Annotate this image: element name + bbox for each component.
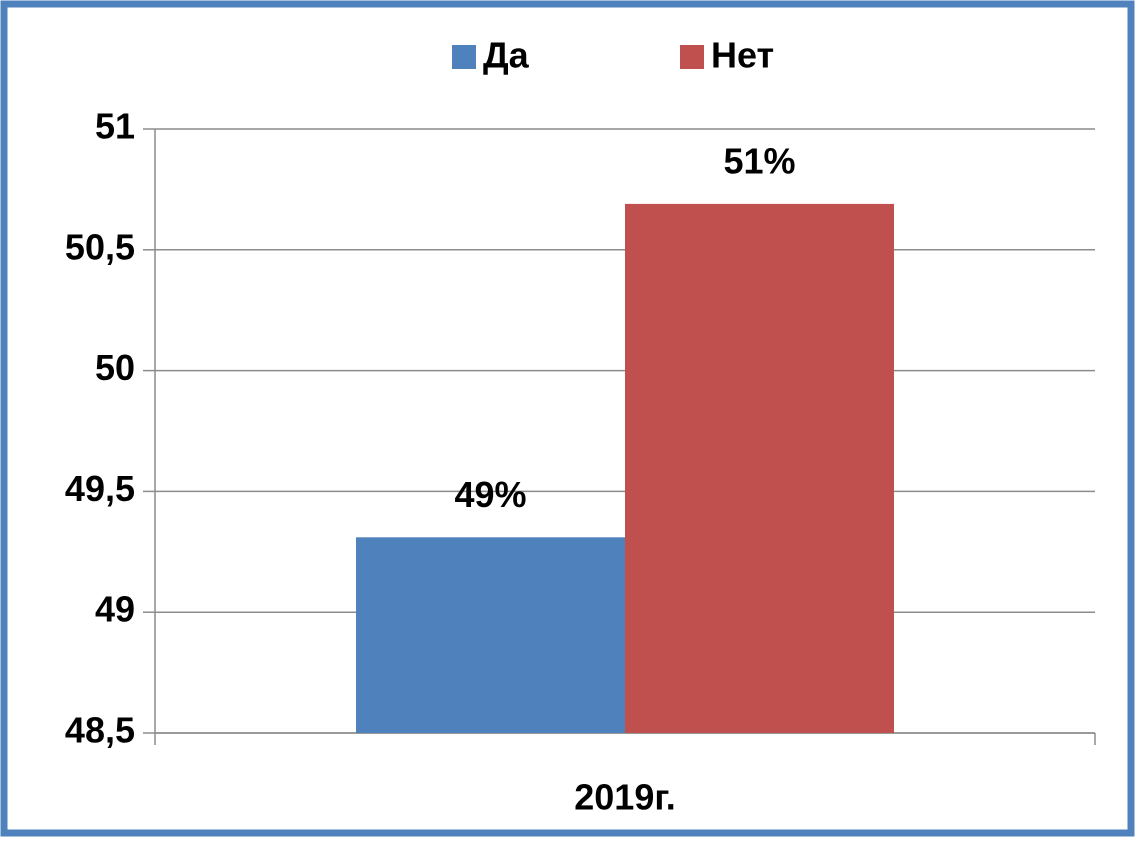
y-tick-label: 50,5 <box>65 226 135 267</box>
y-tick-label: 48,5 <box>65 710 135 751</box>
y-tick-label: 49 <box>95 589 135 630</box>
y-tick-label: 50 <box>95 347 135 388</box>
y-tick-label: 49,5 <box>65 468 135 509</box>
bar <box>625 203 894 733</box>
value-label: 49% <box>454 474 526 515</box>
legend-swatch <box>452 45 476 69</box>
legend-label: Да <box>483 35 530 76</box>
value-label: 51% <box>723 140 795 181</box>
bar <box>356 537 625 733</box>
legend-swatch <box>680 45 704 69</box>
y-tick-label: 51 <box>95 106 135 147</box>
x-tick-label: 2019г. <box>574 777 675 818</box>
legend-label: Нет <box>711 35 774 76</box>
